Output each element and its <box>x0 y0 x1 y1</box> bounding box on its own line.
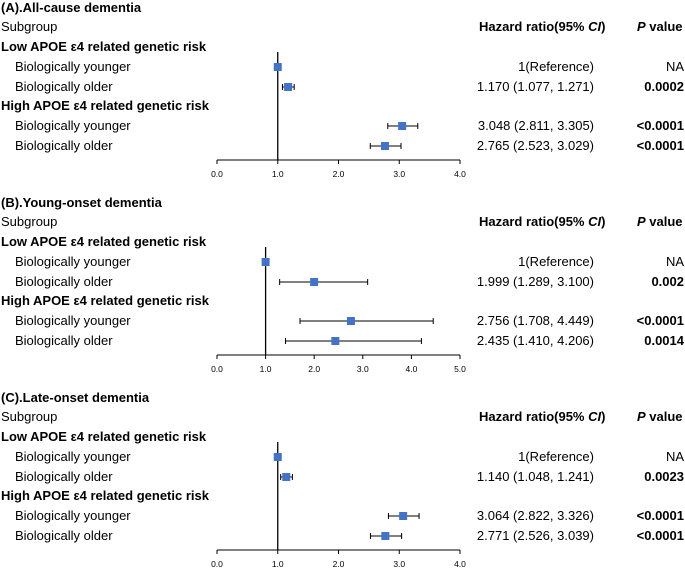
hr-value: 2.435 (1.410, 4.206) <box>476 333 594 348</box>
forest-plot-svg: 0.0 1.0 2.0 3.0 4.0 <box>211 442 466 569</box>
row-label: Biologically older <box>15 469 113 484</box>
hr-marker <box>331 337 340 345</box>
hr-value: 3.048 (2.811, 3.305) <box>477 118 594 133</box>
hr-marker <box>310 278 319 286</box>
x-tick-label: 5.0 <box>454 364 466 374</box>
row-label: Biologically older <box>15 79 113 94</box>
x-tick-label: 3.0 <box>357 364 369 374</box>
p-value: NA <box>665 254 684 269</box>
p-value-header: P value <box>637 409 683 424</box>
group-label-low-risk: Low APOE ε4 related genetic risk <box>1 234 207 249</box>
row-label: Biologically younger <box>15 59 131 74</box>
hr-value: 1.140 (1.048, 1.241) <box>476 469 594 484</box>
forest-panel-all-cause: (A).All-cause dementia Subgroup Hazard r… <box>0 0 685 190</box>
subgroup-header: Subgroup <box>1 214 58 229</box>
row-label: Biologically younger <box>15 254 131 269</box>
x-tick-label: 2.0 <box>333 559 345 569</box>
hr-marker <box>282 473 291 481</box>
row-label: Biologically older <box>15 274 113 289</box>
hazard-ratio-header: Hazard ratio(95% CI) <box>479 409 606 424</box>
x-tick-label: 1.0 <box>272 559 284 569</box>
panel-title: (C).Late-onset dementia <box>1 390 150 405</box>
forest-panel-late-onset: (C).Late-onset dementia Subgroup Hazard … <box>0 390 685 580</box>
hr-marker <box>273 63 282 71</box>
p-value: NA <box>665 59 684 74</box>
p-value: <0.0001 <box>636 138 684 153</box>
group-label-low-risk: Low APOE ε4 related genetic risk <box>1 429 207 444</box>
hr-marker <box>261 258 270 266</box>
forest-plot-svg: 0.0 1.0 2.0 3.0 4.0 5.0 <box>211 247 466 374</box>
x-tick-label: 4.0 <box>405 364 417 374</box>
hr-marker <box>380 142 389 150</box>
x-tick-label: 0.0 <box>211 169 223 179</box>
x-tick-label: 2.0 <box>333 169 345 179</box>
x-tick-label: 2.0 <box>308 364 320 374</box>
group-label-high-risk: High APOE ε4 related genetic risk <box>1 293 209 308</box>
hr-value: 1(Reference) <box>518 254 594 269</box>
hr-value: 2.756 (1.708, 4.449) <box>476 313 594 328</box>
group-label-low-risk: Low APOE ε4 related genetic risk <box>1 39 207 54</box>
p-value-header: P value <box>637 214 683 229</box>
hr-marker <box>273 453 282 461</box>
hr-marker <box>399 512 408 520</box>
hazard-ratio-header: Hazard ratio(95% CI) <box>479 214 606 229</box>
forest-panel-young-onset: (B).Young-onset dementia Subgroup Hazard… <box>0 195 685 385</box>
hr-marker <box>346 317 355 325</box>
x-tick-label: 4.0 <box>454 169 466 179</box>
hr-value: 1(Reference) <box>518 59 594 74</box>
hr-marker <box>284 83 293 91</box>
row-label: Biologically younger <box>15 313 131 328</box>
p-value: <0.0001 <box>636 528 684 543</box>
hr-value: 2.771 (2.526, 3.039) <box>476 528 594 543</box>
subgroup-header: Subgroup <box>1 19 58 34</box>
hazard-ratio-header: Hazard ratio(95% CI) <box>479 19 606 34</box>
p-value: 0.0014 <box>644 333 684 348</box>
panel-title: (B).Young-onset dementia <box>1 195 162 210</box>
hr-value: 1.170 (1.077, 1.271) <box>476 79 594 94</box>
hr-marker <box>398 122 407 130</box>
x-tick-label: 1.0 <box>260 364 272 374</box>
panel-title: (A).All-cause dementia <box>1 0 142 15</box>
p-value: NA <box>665 449 684 464</box>
p-value: <0.0001 <box>636 313 684 328</box>
x-tick-label: 0.0 <box>211 364 223 374</box>
hr-value: 1(Reference) <box>518 449 594 464</box>
x-tick-label: 3.0 <box>393 169 405 179</box>
hr-value: 1.999 (1.289, 3.100) <box>476 274 594 289</box>
x-tick-label: 0.0 <box>211 559 223 569</box>
group-label-high-risk: High APOE ε4 related genetic risk <box>1 98 209 113</box>
forest-plot-svg: 0.0 1.0 2.0 3.0 4.0 <box>211 52 466 179</box>
row-label: Biologically younger <box>15 508 131 523</box>
row-label: Biologically younger <box>15 118 131 133</box>
row-label: Biologically older <box>15 333 113 348</box>
subgroup-header: Subgroup <box>1 409 58 424</box>
hr-marker <box>381 532 390 540</box>
hr-value: 2.765 (2.523, 3.029) <box>476 138 594 153</box>
hr-value: 3.064 (2.822, 3.326) <box>476 508 594 523</box>
p-value: 0.002 <box>651 274 684 289</box>
x-tick-label: 1.0 <box>272 169 284 179</box>
group-label-high-risk: High APOE ε4 related genetic risk <box>1 488 209 503</box>
row-label: Biologically younger <box>15 449 131 464</box>
p-value: <0.0001 <box>636 118 684 133</box>
x-tick-label: 4.0 <box>454 559 466 569</box>
x-tick-label: 3.0 <box>393 559 405 569</box>
p-value: 0.0023 <box>644 469 684 484</box>
row-label: Biologically older <box>15 528 113 543</box>
p-value: 0.0002 <box>644 79 684 94</box>
p-value: <0.0001 <box>636 508 684 523</box>
row-label: Biologically older <box>15 138 113 153</box>
p-value-header: P value <box>637 19 683 34</box>
